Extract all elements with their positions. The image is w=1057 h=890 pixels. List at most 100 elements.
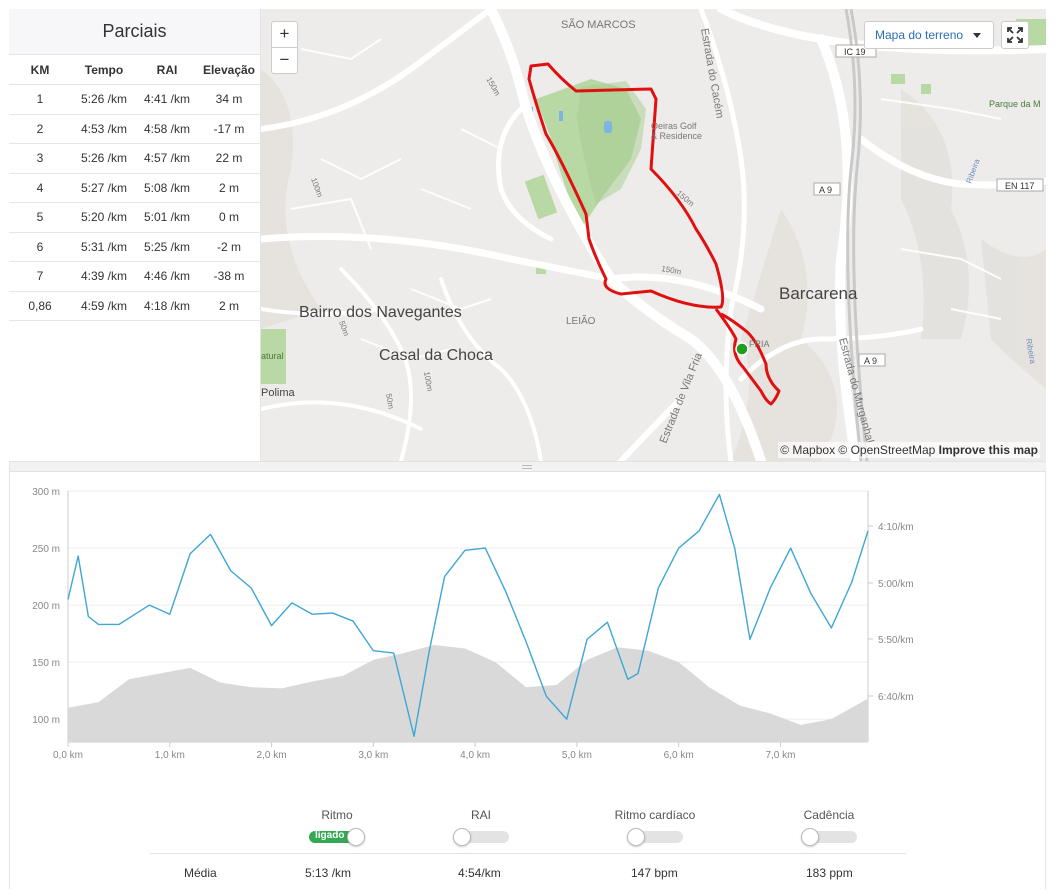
map-style-dropdown[interactable]: Mapa do terreno	[864, 21, 994, 49]
contour-100b: 100m	[422, 371, 434, 393]
splits-header-row: KM Tempo RAI Elevação	[9, 54, 261, 85]
label-ribeira2: Ribeira	[1024, 338, 1037, 365]
resize-handle[interactable]	[10, 461, 1046, 472]
label-fria: FRIA	[749, 339, 770, 349]
split-row[interactable]: 2 4:53 /km 4:58 /km -17 m	[9, 114, 261, 144]
split-elevation: 2 m	[197, 173, 261, 203]
label-polima: Polima	[261, 387, 296, 399]
contour-50b: 50m	[384, 393, 396, 410]
split-km: 4	[9, 173, 71, 203]
y-tick-label: 250 m	[32, 544, 60, 555]
split-gap: 4:57 /km	[137, 143, 197, 174]
switch-on-text: ligado	[315, 830, 345, 841]
elevation-pace-chart[interactable]: 300 m 250 m 200 m 150 m 100 m 4:10/km 5:00/km 5…	[10, 473, 1046, 773]
split-time: 5:20 /km	[71, 202, 137, 233]
route-map[interactable]: SÃO MARCOS Estrada do Cacém Oeiras Golf …	[261, 9, 1046, 461]
toggle-cadence[interactable]: Cadência	[759, 808, 899, 846]
toggle-heartrate-label: Ritmo cardíaco	[614, 808, 696, 822]
split-km: 2	[9, 114, 71, 144]
toggle-heartrate[interactable]: Ritmo cardíaco	[585, 808, 725, 846]
map-attribution: © Mapbox © OpenStreetMap Improve this ma…	[778, 442, 1040, 458]
gap-switch[interactable]	[453, 828, 509, 846]
split-km: 0,86	[9, 291, 71, 321]
split-time: 5:31 /km	[71, 232, 137, 262]
split-row[interactable]: 7 4:39 /km 4:46 /km -38 m	[9, 261, 261, 292]
toggle-gap[interactable]: RAI	[411, 808, 551, 846]
label-parque: Parque da M	[989, 99, 1041, 109]
col-km[interactable]: KM	[9, 54, 71, 85]
split-elevation: 22 m	[197, 143, 261, 174]
caret-down-icon	[973, 33, 981, 38]
split-row[interactable]: 4 5:27 /km 5:08 /km 2 m	[9, 173, 261, 203]
split-time: 5:27 /km	[71, 173, 137, 203]
splits-title: Parciais	[9, 9, 260, 54]
y-tick-label: 200 m	[32, 601, 60, 612]
grip-icon	[522, 465, 532, 469]
col-time[interactable]: Tempo	[71, 54, 137, 85]
avg-gap: 4:54/km	[458, 866, 501, 880]
shield-ic19: IC 19	[844, 47, 866, 57]
toggle-cadence-label: Cadência	[803, 808, 855, 822]
zoom-in-button[interactable]: +	[272, 22, 297, 48]
split-row[interactable]: 3 5:26 /km 4:57 /km 22 m	[9, 143, 261, 174]
split-km: 6	[9, 232, 71, 262]
split-km: 3	[9, 143, 71, 174]
improve-map-link[interactable]: Improve this map	[938, 443, 1038, 457]
toggle-pace[interactable]: Ritmo ligado	[267, 808, 407, 846]
split-row[interactable]: 5 5:20 /km 5:01 /km 0 m	[9, 202, 261, 233]
toggle-gap-label: RAI	[470, 808, 491, 822]
split-km: 1	[9, 84, 71, 115]
contour-50: 50m	[337, 320, 351, 338]
pace-switch[interactable]: ligado	[309, 828, 365, 846]
label-vila-fria: Estrada de Vila Fria	[658, 350, 706, 445]
chart-canvas[interactable]: 300 m 250 m 200 m 150 m 100 m 4:10/km 5:00/km 5…	[10, 473, 1046, 773]
shield-a9: A 9	[819, 185, 832, 195]
x-tick-label: 6,0 km	[664, 750, 694, 761]
split-gap: 4:41 /km	[137, 84, 197, 115]
col-gap[interactable]: RAI	[137, 54, 197, 85]
x-tick-label: 5,0 km	[562, 750, 592, 761]
pace-line	[67, 493, 869, 737]
y-tick-label: 300 m	[32, 487, 60, 498]
split-row[interactable]: 1 5:26 /km 4:41 /km 34 m	[9, 84, 261, 115]
y-tick-label: 150 m	[32, 658, 60, 669]
map-canvas[interactable]: SÃO MARCOS Estrada do Cacém Oeiras Golf …	[261, 9, 1046, 461]
label-navegantes: Bairro dos Navegantes	[299, 304, 462, 321]
avg-heartrate: 147 bpm	[631, 866, 678, 880]
cadence-switch[interactable]	[801, 828, 857, 846]
stream-toggles: Ritmo ligado RAI Ritmo cardíaco Cadência…	[10, 800, 1046, 890]
split-gap: 5:01 /km	[137, 202, 197, 233]
attribution-text: © Mapbox © OpenStreetMap	[780, 443, 939, 457]
switch-knob	[453, 828, 471, 846]
x-tick-label: 1,0 km	[155, 750, 185, 761]
col-elevation[interactable]: Elevação	[197, 54, 261, 85]
zoom-out-button[interactable]: −	[279, 50, 290, 69]
zoom-control: + −	[271, 21, 298, 74]
label-leiao: LEIÃO	[566, 314, 596, 327]
split-gap: 5:08 /km	[137, 173, 197, 203]
y2-tick-label: 5:50/km	[878, 635, 914, 646]
heartrate-switch[interactable]	[627, 828, 683, 846]
map-style-label: Mapa do terreno	[875, 28, 964, 42]
split-time: 4:53 /km	[71, 114, 137, 144]
label-barcarena: Barcarena	[779, 284, 858, 303]
switch-knob	[801, 828, 819, 846]
label-natural: atural	[261, 351, 284, 361]
fullscreen-icon	[1007, 27, 1023, 43]
contour-150c: 150m	[661, 264, 683, 276]
split-km: 5	[9, 202, 71, 233]
split-row[interactable]: 6 5:31 /km 5:25 /km -2 m	[9, 232, 261, 262]
route-line	[527, 62, 725, 309]
shield-en117: EN 117	[1005, 181, 1034, 191]
fullscreen-button[interactable]	[1001, 21, 1029, 49]
avg-label: Média	[184, 866, 217, 880]
split-gap: 4:58 /km	[137, 114, 197, 144]
label-golf: Oeiras Golf	[651, 121, 697, 131]
contour-100: 100m	[309, 177, 324, 199]
shield-a9b: A 9	[864, 356, 877, 366]
start-marker[interactable]	[735, 342, 749, 356]
split-km: 7	[9, 261, 71, 292]
split-row[interactable]: 0,86 4:59 /km 4:18 /km 2 m	[9, 291, 261, 321]
toggle-pace-label: Ritmo	[321, 808, 353, 822]
y2-tick-label: 4:10/km	[878, 522, 914, 533]
